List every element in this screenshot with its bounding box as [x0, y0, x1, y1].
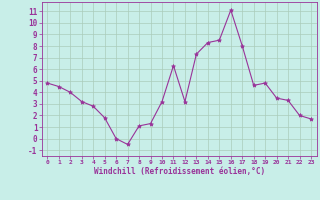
X-axis label: Windchill (Refroidissement éolien,°C): Windchill (Refroidissement éolien,°C)	[94, 167, 265, 176]
